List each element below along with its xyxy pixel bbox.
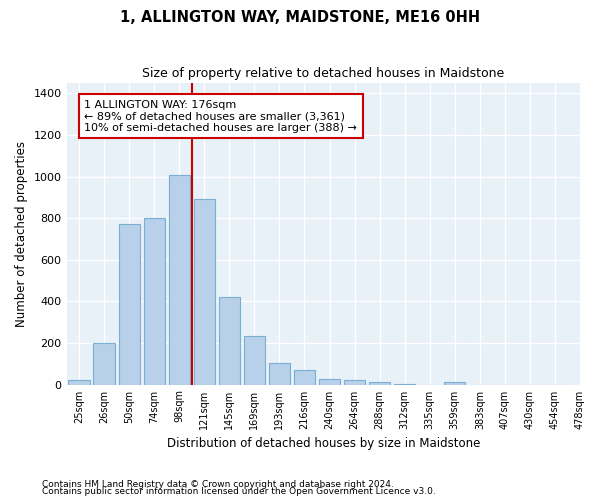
Bar (194, 200, 215, 384)
Text: 1 ALLINGTON WAY: 176sqm
← 89% of detached houses are smaller (3,361)
10% of semi: 1 ALLINGTON WAY: 176sqm ← 89% of detache… (84, 100, 357, 133)
Text: Contains public sector information licensed under the Open Government Licence v3: Contains public sector information licen… (42, 487, 436, 496)
Text: 1, ALLINGTON WAY, MAIDSTONE, ME16 0HH: 1, ALLINGTON WAY, MAIDSTONE, ME16 0HH (120, 10, 480, 25)
Bar (219, 297, 240, 384)
Bar (294, 370, 315, 384)
Bar (269, 362, 290, 384)
Title: Size of property relative to detached houses in Maidstone: Size of property relative to detached ho… (142, 68, 505, 80)
Bar (444, 382, 466, 384)
Bar (319, 380, 340, 384)
Bar (68, 380, 90, 384)
X-axis label: Distribution of detached houses by size in Maidstone: Distribution of detached houses by size … (167, 437, 480, 450)
Bar (94, 343, 115, 384)
Bar (244, 336, 265, 384)
Bar (169, 174, 190, 384)
Bar (369, 382, 390, 384)
Bar (119, 224, 140, 384)
Y-axis label: Number of detached properties: Number of detached properties (15, 141, 28, 327)
Bar (344, 380, 365, 384)
Text: Contains HM Land Registry data © Crown copyright and database right 2024.: Contains HM Land Registry data © Crown c… (42, 480, 394, 489)
Bar (143, 218, 165, 384)
